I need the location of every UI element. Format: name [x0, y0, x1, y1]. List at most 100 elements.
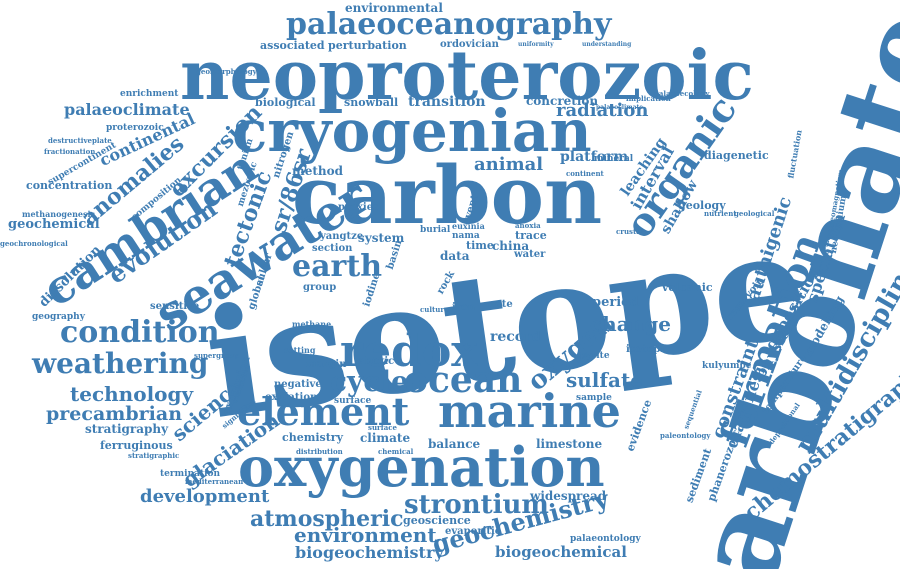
word-limestone: limestone — [536, 437, 603, 451]
word-proterozoic: proterozoic — [106, 123, 164, 133]
word-crustal: crustal — [616, 227, 644, 236]
word-palaeoceanography: palaeoceanography — [286, 7, 612, 42]
word-radiation: radiation — [556, 100, 649, 121]
word-precambrian: precambrian — [46, 403, 183, 425]
word-environment: environment — [294, 523, 437, 547]
word-geoscience: geoscience — [403, 514, 471, 527]
word-palaeoclimate-small: palaeoclimate — [596, 104, 644, 111]
word-china: china — [492, 239, 530, 253]
word-destructiveplate: destructiveplate — [48, 136, 112, 145]
word-method: method — [292, 164, 343, 178]
word-strontium: strontium — [404, 490, 549, 520]
word-ocean: ocean — [404, 359, 523, 401]
word-ordovician: ordovician — [440, 39, 499, 50]
word-setting: setting — [284, 345, 316, 355]
word-enrichment: enrichment — [120, 89, 179, 99]
word-group: group — [303, 282, 337, 293]
word-geomorphology: geomorphology — [196, 67, 257, 76]
word-geological: geological — [734, 209, 775, 218]
word-rate: rate — [490, 299, 513, 310]
word-continent: continent — [566, 169, 604, 178]
word-oxidation: oxidation — [265, 392, 318, 403]
word-condition: condition — [60, 315, 220, 350]
word-oxygenation: oxygenation — [238, 435, 605, 499]
word-development: development — [140, 486, 270, 507]
word-transition: transition — [408, 94, 486, 110]
word-stratigraphic: stratigraphic — [128, 451, 180, 460]
word-palaeoecology: palaeoecology — [654, 89, 710, 98]
word-termination: termination — [160, 469, 221, 479]
word-cryogenian: cryogenian — [232, 97, 592, 165]
word-surface: surface — [334, 396, 372, 406]
word-yangtze: yangtze — [320, 231, 364, 242]
word-kulyumbe: kulyumbe — [702, 361, 752, 371]
word-mineral: mineral — [594, 154, 634, 164]
word-time: time — [466, 239, 494, 252]
word-proxies: proxies — [338, 202, 379, 213]
word-isotopic: isotopic — [626, 344, 671, 355]
word-palaeoclimate: palaeoclimate — [64, 100, 190, 119]
word-euxinia: euxinia — [452, 221, 485, 231]
word-concentration: concentration — [26, 179, 113, 192]
word-evidence: evidence — [623, 397, 655, 454]
word-implication: implication — [626, 94, 671, 103]
word-redox: redox — [340, 326, 478, 377]
word-nama: nama — [452, 231, 480, 241]
word-marine: marine — [438, 384, 621, 438]
word-sequential: sequential — [681, 388, 704, 431]
word-supergroup: supergroup — [194, 351, 240, 360]
word-palaeontology: palaeontology — [570, 534, 641, 544]
word-widespread: widespread — [530, 489, 607, 503]
word-earth: earth — [292, 249, 382, 284]
word-stratigraphy: stratigraphy — [85, 422, 169, 436]
word-technology: technology — [70, 382, 194, 406]
word-biological: biological — [255, 96, 316, 109]
word-mediterranean: mediterranean — [185, 477, 244, 486]
word-understanding: understanding — [582, 41, 632, 48]
word-chemical: chemical — [378, 447, 414, 456]
word-carbon: carbon — [292, 148, 603, 242]
word-balance: balance — [428, 437, 481, 451]
word-culture: culture — [420, 305, 449, 314]
word-weathering: weathering — [32, 347, 209, 380]
word-platform: platform — [560, 149, 629, 165]
word-snowball: snowball — [344, 96, 399, 109]
word-environmental: environmental — [345, 1, 443, 15]
word-volcanic: volcanic — [662, 281, 713, 294]
word-geochronological: geochronological — [0, 239, 68, 248]
word-data: data — [440, 249, 470, 263]
word-trace: trace — [515, 229, 547, 242]
word-sensitive: sensitive — [150, 301, 200, 312]
word-iron: iron — [452, 302, 476, 313]
word-anoxia: anoxia — [515, 221, 541, 230]
word-evaporitic: evaporitic — [445, 526, 501, 537]
word-burial: burial — [420, 225, 451, 235]
word-neoproterozoic: neoproterozoic — [180, 36, 754, 116]
word-geochemical: geochemical — [8, 217, 100, 232]
word-fractionation: fractionation — [44, 147, 96, 156]
word-animal: animal — [474, 154, 544, 175]
word-cycle: cycle — [330, 365, 409, 398]
word-margin: margin — [306, 359, 347, 370]
word-water: water — [514, 249, 546, 260]
word-distribution: distribution — [296, 447, 343, 456]
word-geography: geography — [32, 312, 85, 322]
word-concretion: concretion — [526, 94, 599, 108]
word-nutrient: nutrient — [704, 209, 737, 218]
word-associated: associated — [260, 39, 325, 52]
word-geology: geology — [678, 199, 726, 212]
word-negative: negative — [274, 379, 322, 390]
word-surface-small: surface — [368, 423, 397, 432]
word-paleontology: paleontology — [660, 431, 711, 440]
word-ferruginous: ferruginous — [100, 439, 173, 452]
word-diagenetic: diagenetic — [704, 149, 769, 162]
word-perturbation: perturbation — [328, 39, 407, 52]
word-climate: climate — [360, 431, 411, 445]
word-anoxic: anoxic — [358, 356, 395, 367]
word-change: change — [590, 312, 671, 336]
word-biogeochemical: biogeochemical — [495, 543, 627, 561]
word-atmospheric: atmospheric — [250, 506, 404, 532]
word-period: period — [592, 295, 639, 310]
word-methanogenesis: methanogenesis — [22, 209, 96, 219]
